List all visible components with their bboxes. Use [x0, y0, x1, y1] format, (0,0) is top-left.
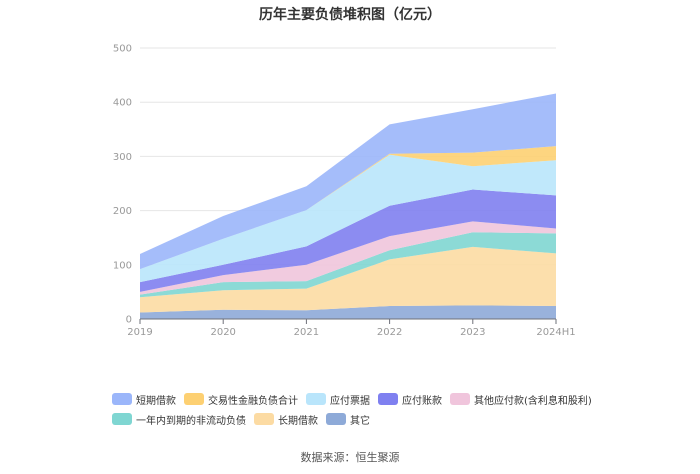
legend-swatch — [112, 413, 132, 425]
area-series-交易性金融负债合计[interactable] — [140, 146, 556, 270]
y-tick-label: 500 — [113, 44, 132, 55]
data-source: 数据来源：恒生聚源 — [300, 451, 400, 464]
x-tick-label: 2021 — [294, 327, 319, 338]
legend-swatch — [112, 393, 132, 405]
legend-item[interactable]: 交易性金融负债合计 — [184, 392, 298, 407]
legend-label: 其它 — [350, 415, 370, 427]
legend-label: 应付票据 — [330, 395, 370, 407]
y-tick-label: 400 — [113, 98, 132, 109]
legend-swatch — [450, 393, 470, 405]
legend-swatch — [184, 393, 204, 405]
legend-swatch — [254, 413, 274, 425]
legend-swatch — [378, 393, 398, 405]
x-tick-label: 2020 — [210, 327, 235, 338]
x-tick-label: 2019 — [127, 327, 152, 338]
area-series — [140, 93, 556, 319]
legend-item[interactable]: 其他应付款(含利息和股利) — [450, 392, 592, 407]
y-axis-ticks: 0 100 200 300 400 500 — [113, 44, 132, 326]
legend-item[interactable]: 应付票据 — [306, 392, 370, 407]
legend-item[interactable]: 其它 — [326, 412, 370, 427]
x-tick-label: 2023 — [460, 327, 485, 338]
legend-swatch — [306, 393, 326, 405]
y-tick-label: 200 — [113, 206, 132, 217]
legend-label: 长期借款 — [278, 415, 318, 427]
legend-label: 其他应付款(含利息和股利) — [474, 395, 592, 407]
legend-item[interactable]: 长期借款 — [254, 412, 318, 427]
area-series-应付票据[interactable] — [140, 154, 556, 283]
legend-item[interactable]: 一年内到期的非流动负债 — [112, 412, 246, 427]
y-tick-label: 100 — [113, 260, 132, 271]
area-series-其他应付款(含利息和股利)[interactable] — [140, 221, 556, 295]
legend-row: 短期借款 交易性金融负债合计 应付票据 应付账款 其他应付款(含利息和股利) — [112, 389, 672, 409]
legend-label: 应付账款 — [402, 395, 442, 407]
y-tick-label: 300 — [113, 152, 132, 163]
x-tick-label: 2022 — [377, 327, 402, 338]
legend-row: 一年内到期的非流动负债 长期借款 其它 — [112, 409, 672, 429]
legend-swatch — [326, 413, 346, 425]
legend-label: 交易性金融负债合计 — [208, 395, 298, 407]
x-axis: 2019 2020 2021 2022 2023 2024H1 — [127, 318, 576, 338]
area-series-应付账款[interactable] — [140, 189, 556, 292]
legend-item[interactable]: 短期借款 — [112, 392, 176, 407]
chart-title: 历年主要负债堆积图（亿元） — [259, 7, 441, 23]
legend-label: 短期借款 — [136, 395, 176, 407]
x-tick-label: 2024H1 — [536, 327, 575, 338]
area-series-一年内到期的非流动负债[interactable] — [140, 232, 556, 298]
area-series-长期借款[interactable] — [140, 246, 556, 313]
y-tick-label: 0 — [126, 315, 132, 326]
area-series-短期借款[interactable] — [140, 93, 556, 270]
legend-item[interactable]: 应付账款 — [378, 392, 442, 407]
legend: 短期借款 交易性金融负债合计 应付票据 应付账款 其他应付款(含利息和股利) 一年内到期… — [112, 389, 672, 429]
legend-label: 一年内到期的非流动负债 — [136, 415, 246, 427]
area-series-其它[interactable] — [140, 305, 556, 319]
